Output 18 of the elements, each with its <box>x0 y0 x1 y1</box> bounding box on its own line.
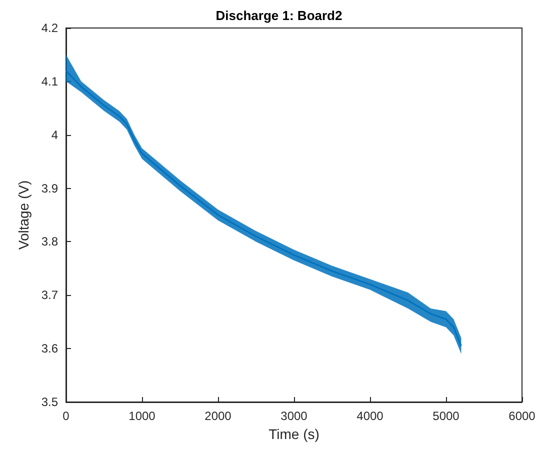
y-tick-label: 3.9 <box>41 181 58 196</box>
y-tick-label: 4.1 <box>41 74 58 88</box>
y-tick-label: 3.8 <box>41 234 58 249</box>
y-tick-label: 3.6 <box>41 342 58 356</box>
x-tick-label: 4000 <box>356 409 384 423</box>
x-tick-label: 2000 <box>204 409 232 423</box>
x-tick-label: 0 <box>62 409 70 423</box>
y-tick-label: 4.2 <box>41 21 58 35</box>
x-tick-label: 6000 <box>508 409 536 423</box>
y-tick-label: 3.5 <box>41 395 58 409</box>
x-tick-label: 3000 <box>280 409 308 423</box>
x-axis-title: Time (s) <box>268 426 320 442</box>
y-axis-title: Voltage (V) <box>15 180 32 250</box>
x-tick-label: 1000 <box>128 409 156 423</box>
y-tick-label: 3.7 <box>41 288 58 302</box>
x-tick-label: 5000 <box>432 409 460 423</box>
chart-title: Discharge 1: Board2 <box>216 8 342 23</box>
y-tick-label: 4 <box>51 128 58 142</box>
